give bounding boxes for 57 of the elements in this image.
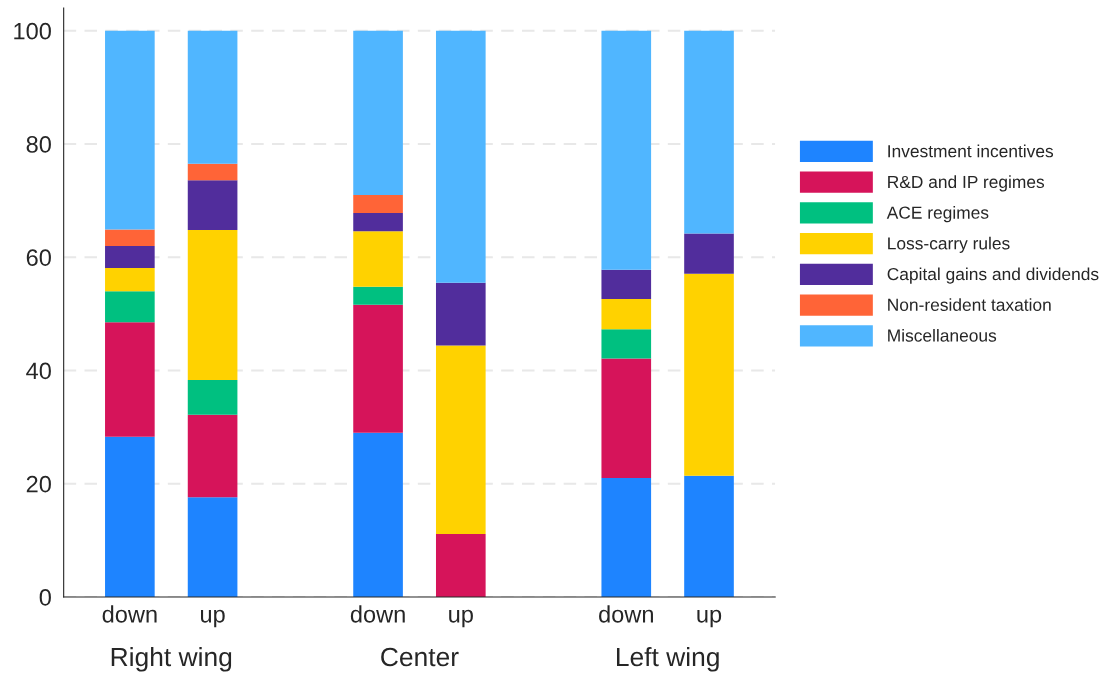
legend-label: Miscellaneous: [888, 328, 997, 342]
x-tick-label: down: [350, 605, 405, 623]
bar: [105, 267, 155, 292]
legend-label: Investment incentives: [888, 144, 1054, 158]
bar: [105, 245, 155, 268]
y-tick-label: 100: [14, 22, 51, 40]
y-tick-label: 60: [26, 249, 51, 266]
y-tick-label: 20: [26, 475, 51, 493]
x-tick-label: up: [449, 609, 473, 628]
bar: [684, 273, 734, 476]
bar: [187, 497, 238, 597]
legend-label: Non-resident taxation: [888, 298, 1051, 311]
x-tick-label: down: [599, 605, 653, 623]
x-tick-label: up: [697, 609, 722, 628]
bar: [187, 163, 238, 181]
bar: [435, 282, 486, 346]
text: Left wing: [617, 646, 719, 672]
y-tick-label: 80: [26, 136, 51, 153]
text: Center: [381, 647, 459, 667]
text: Right wing: [111, 646, 232, 672]
bar: [435, 534, 486, 597]
bar: [105, 30, 155, 230]
bar: [353, 304, 403, 433]
bar: [601, 358, 652, 479]
legend-label: ACE regimes: [886, 206, 989, 223]
x-tick-label: down: [102, 605, 157, 623]
bar: [187, 380, 238, 415]
bar: [187, 180, 238, 231]
bar: [105, 229, 155, 246]
bar: [353, 231, 403, 287]
bar: [353, 213, 403, 232]
x-tick-label: up: [201, 609, 225, 628]
bar: [105, 322, 155, 437]
legend-label: Capital gains and dividends: [887, 267, 1099, 284]
bar: [353, 286, 403, 305]
bar: [187, 230, 238, 381]
bar: [601, 329, 652, 359]
y-tick-label: 40: [26, 362, 51, 380]
bar: [601, 269, 652, 300]
bar: [601, 30, 652, 270]
legend-label: Loss-carry rules: [888, 236, 1010, 253]
bar: [353, 432, 403, 597]
bar: [353, 30, 403, 195]
bar: [187, 414, 238, 498]
bar: [187, 30, 238, 164]
bar: [435, 345, 486, 535]
bar: [684, 233, 734, 274]
bar: [105, 291, 155, 323]
bar: [601, 478, 652, 597]
bar: [105, 436, 155, 597]
legend-label: R&D and IP regimes: [888, 175, 1045, 192]
bar: [353, 194, 403, 214]
bar: [601, 299, 652, 330]
bar: [684, 30, 734, 234]
bar: [684, 475, 734, 597]
y-tick-label: 0: [39, 589, 51, 606]
bar: [435, 30, 486, 283]
